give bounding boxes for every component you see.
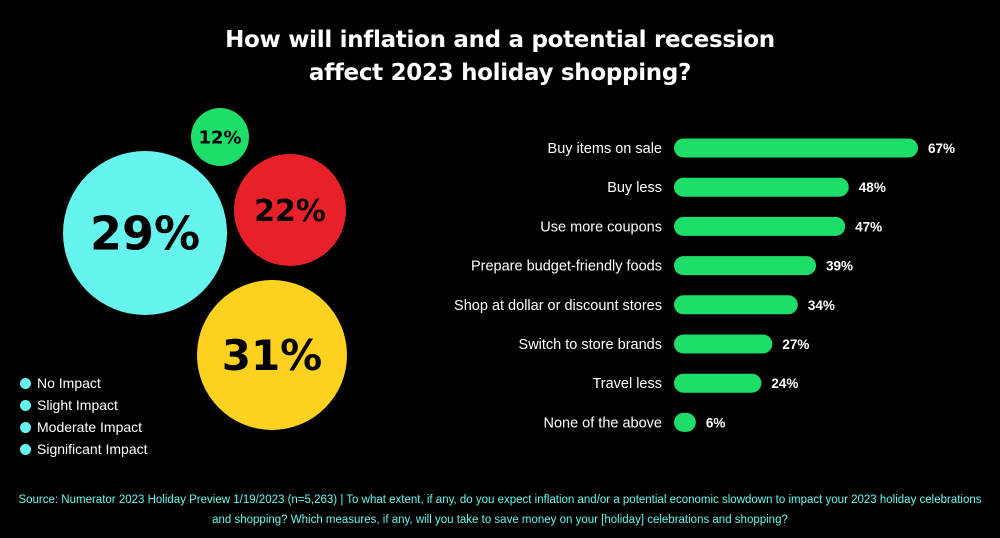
bubble-31 xyxy=(197,280,347,430)
bar-category-label: None of the above xyxy=(543,415,662,431)
bar xyxy=(674,177,849,197)
legend: No Impact Slight Impact Moderate Impact … xyxy=(20,372,148,460)
bubble-12-label: 12% xyxy=(198,127,241,148)
legend-item-moderate-impact: Moderate Impact xyxy=(20,416,148,438)
bar-category-label: Use more coupons xyxy=(540,219,662,235)
legend-swatch xyxy=(20,421,31,433)
legend-label: No Impact xyxy=(37,375,101,391)
bar-value-label: 24% xyxy=(771,376,798,391)
bar-value-label: 67% xyxy=(928,141,955,156)
legend-item-no-impact: No Impact xyxy=(20,372,148,394)
bar-category-label: Switch to store brands xyxy=(519,337,662,353)
legend-swatch xyxy=(20,377,31,389)
legend-swatch xyxy=(20,443,31,455)
bubble-31-label: 31% xyxy=(222,331,323,380)
bubble-29-label: 29% xyxy=(90,207,200,261)
bar-category-label: Buy less xyxy=(607,180,662,196)
bubble-29 xyxy=(63,151,227,315)
bar xyxy=(674,412,696,432)
bar xyxy=(674,295,798,315)
bar-value-label: 47% xyxy=(855,219,882,234)
bubble-chart: 12% 29% 22% 31% xyxy=(63,108,347,430)
bubble-22 xyxy=(234,154,346,266)
bar xyxy=(674,334,773,354)
legend-item-slight-impact: Slight Impact xyxy=(20,394,148,416)
legend-swatch xyxy=(20,399,31,411)
bar-category-label: Shop at dollar or discount stores xyxy=(454,298,662,314)
bar xyxy=(674,373,762,393)
bubble-12 xyxy=(191,108,249,166)
bar xyxy=(674,256,817,276)
bar-value-label: 39% xyxy=(826,259,853,274)
bar-category-label: Travel less xyxy=(592,376,662,392)
bar-category-label: Buy items on sale xyxy=(548,141,662,157)
title-line-2: affect 2023 holiday shopping? xyxy=(308,60,692,86)
legend-label: Slight Impact xyxy=(37,397,118,413)
legend-label: Moderate Impact xyxy=(37,419,143,435)
source-note: Source: Numerator 2023 Holiday Preview 1… xyxy=(18,494,982,526)
legend-label: Significant Impact xyxy=(37,441,148,457)
bar-value-label: 48% xyxy=(859,180,886,195)
title-line-1: How will inflation and a potential reces… xyxy=(225,27,775,53)
bubble-22-label: 22% xyxy=(254,194,326,229)
bar-value-label: 6% xyxy=(706,415,726,430)
bar xyxy=(674,138,918,158)
bar-value-label: 34% xyxy=(808,298,835,313)
bar-category-label: Prepare budget-friendly foods xyxy=(471,259,662,275)
legend-item-significant-impact: Significant Impact xyxy=(20,438,148,460)
bar xyxy=(674,216,846,236)
bar-chart: Buy items on sale 67% Buy less 48% Use more … xyxy=(454,138,955,432)
bar-value-label: 27% xyxy=(782,337,809,352)
chart-title: How will inflation and a potential reces… xyxy=(0,24,1000,90)
